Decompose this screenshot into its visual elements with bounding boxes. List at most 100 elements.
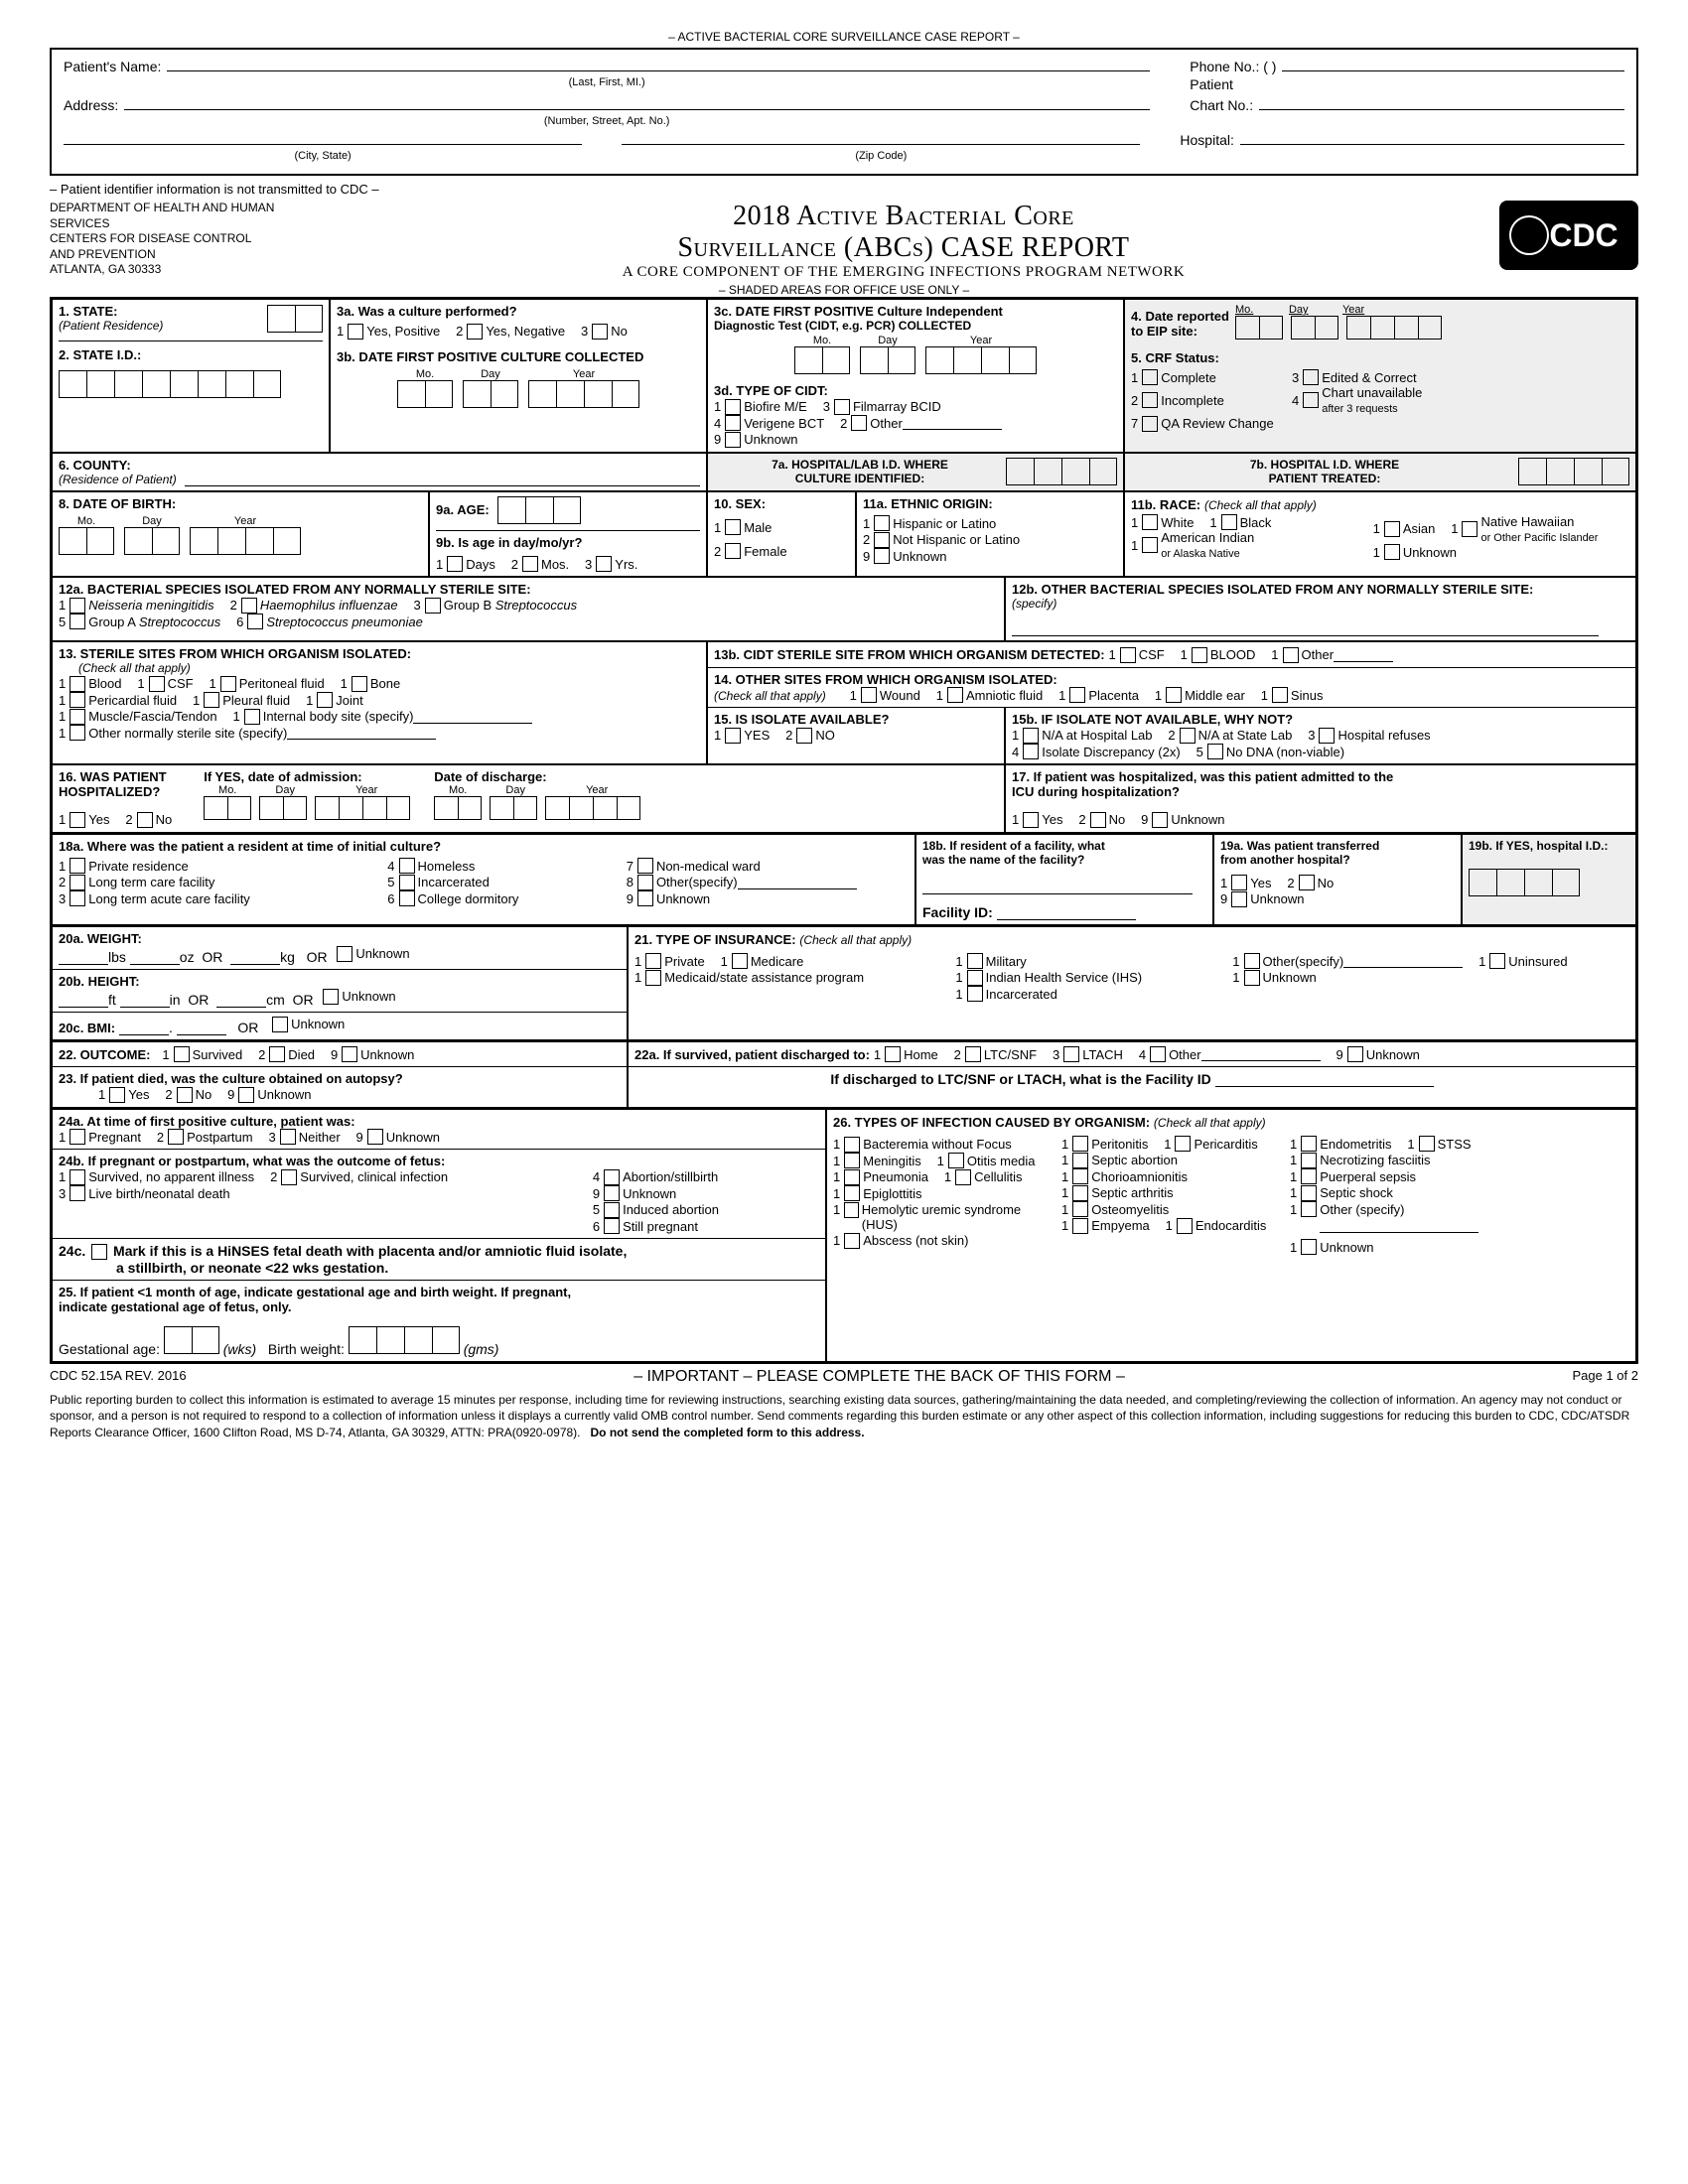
q3a-opt3[interactable]: 3No <box>581 324 628 340</box>
q7b-boxes[interactable] <box>1518 458 1629 485</box>
q13-o4[interactable]: 1Bone <box>341 676 401 692</box>
q26-i22[interactable]: 1Unknown <box>1290 1239 1373 1255</box>
q26-i13[interactable]: 1Osteomyelitis <box>1061 1201 1169 1217</box>
q26-i7[interactable]: 1Abscess (not skin) <box>833 1233 968 1249</box>
q16-adm-day[interactable] <box>259 796 307 820</box>
q16-o1[interactable]: 1Yes <box>59 812 109 828</box>
q19b-boxes[interactable] <box>1469 869 1580 896</box>
q3d-o1[interactable]: 1Biofire M/E <box>714 399 807 415</box>
q26-i5[interactable]: 1Epiglottitis <box>833 1185 921 1201</box>
q26-i2[interactable]: 1Otitis media <box>937 1153 1036 1168</box>
q22-o1[interactable]: 1Survived <box>162 1046 242 1062</box>
q10-o2[interactable]: 2Female <box>714 543 787 559</box>
q5-o1[interactable]: 1Complete <box>1131 369 1280 385</box>
q26-i10[interactable]: 1Septic abortion <box>1061 1153 1178 1168</box>
q17-o2[interactable]: 2No <box>1078 812 1125 828</box>
q3a-opt2[interactable]: 2Yes, Negative <box>456 324 565 340</box>
q3d-o9[interactable]: 9Unknown <box>714 432 797 448</box>
q26-i18[interactable]: 1Necrotizing fasciitis <box>1290 1153 1431 1168</box>
q22a-o3[interactable]: 3LTACH <box>1053 1046 1123 1062</box>
q26-i1[interactable]: 1Meningitis <box>833 1153 921 1168</box>
q24b-o1[interactable]: 1Survived, no apparent illness <box>59 1169 254 1185</box>
q3b-day[interactable] <box>463 380 518 408</box>
q25-bw-boxes[interactable] <box>349 1326 460 1354</box>
address-input[interactable] <box>124 94 1150 110</box>
q18a-o2[interactable]: 2Long term care facility <box>59 875 214 890</box>
q16-o2[interactable]: 2No <box>125 812 172 828</box>
q3d-o4[interactable]: 4Verigene BCT <box>714 415 824 431</box>
q5-o4[interactable]: 4Chart unavailableafter 3 requests <box>1292 385 1422 415</box>
q18a-o5[interactable]: 5Incarcerated <box>387 875 490 890</box>
q15-o2[interactable]: 2NO <box>785 728 835 744</box>
q21-o9[interactable]: 1Unknown <box>1232 970 1316 986</box>
q20b-cm[interactable] <box>216 994 266 1008</box>
q24b-o4[interactable]: 4Abortion/stillbirth <box>593 1169 718 1185</box>
q12a-o5[interactable]: 5Group A Streptococcus <box>59 614 220 629</box>
q24a-o3[interactable]: 3Neither <box>269 1129 341 1145</box>
q26-i17[interactable]: 1STSS <box>1407 1136 1471 1152</box>
q11b-o5[interactable]: 1Native Hawaiianor Other Pacific Islande… <box>1451 514 1598 544</box>
q8-year[interactable] <box>190 527 301 555</box>
q16-dis-day[interactable] <box>490 796 537 820</box>
q10-o1[interactable]: 1Male <box>714 519 772 535</box>
q24a-o2[interactable]: 2Postpartum <box>157 1129 253 1145</box>
q26-i21[interactable]: 1Other (specify) <box>1290 1201 1404 1217</box>
q26-i12[interactable]: 1Septic arthritis <box>1061 1185 1174 1201</box>
q21-o5[interactable]: 1Indian Health Service (IHS) <box>955 970 1142 986</box>
q24a-o9[interactable]: 9Unknown <box>356 1129 440 1145</box>
q26-i11[interactable]: 1Chorioamnionitis <box>1061 1168 1188 1184</box>
q22a-o9[interactable]: 9Unknown <box>1336 1046 1419 1062</box>
q24b-o6[interactable]: 6Still pregnant <box>593 1218 698 1234</box>
q24b-o2[interactable]: 2Survived, clinical infection <box>270 1169 448 1185</box>
q5-o3[interactable]: 3Edited & Correct <box>1292 369 1417 385</box>
q13-o9[interactable]: 1Internal body site (specify) <box>232 709 532 725</box>
q9a-boxes[interactable] <box>497 496 581 524</box>
q18b-name-input[interactable] <box>922 881 1193 894</box>
q22a-fid-input[interactable] <box>1215 1073 1434 1087</box>
q1-boxes[interactable] <box>267 305 323 333</box>
q26-i15[interactable]: 1Endocarditis <box>1166 1218 1267 1234</box>
q21-o1[interactable]: 1Private <box>634 953 705 969</box>
q12a-o2[interactable]: 2Haemophilus influenzae <box>230 598 398 614</box>
q24b-o5[interactable]: 5Induced abortion <box>593 1202 719 1218</box>
q18a-o6[interactable]: 6College dormitory <box>387 890 518 906</box>
q13-o10[interactable]: 1Other normally sterile site (specify) <box>59 725 436 741</box>
q14-o5[interactable]: 1Sinus <box>1261 687 1324 703</box>
q24b-o3[interactable]: 3Live birth/neonatal death <box>59 1185 230 1201</box>
q20a-unk[interactable]: Unknown <box>335 946 409 962</box>
q13b-o2[interactable]: 1BLOOD <box>1181 647 1256 663</box>
q22-o9[interactable]: 9Unknown <box>331 1046 414 1062</box>
q23-o9[interactable]: 9Unknown <box>227 1087 311 1103</box>
q20a-lbs[interactable] <box>59 951 108 965</box>
q11a-o1[interactable]: 1Hispanic or Latino <box>863 515 996 531</box>
q21-o7[interactable]: 1Other(specify) <box>1232 953 1463 969</box>
q15b-o4[interactable]: 4Isolate Discrepancy (2x) <box>1012 744 1181 759</box>
q16-dis-year[interactable] <box>545 796 640 820</box>
q15-o1[interactable]: 1YES <box>714 728 770 744</box>
q26-i0[interactable]: 1Bacteremia without Focus <box>833 1137 1012 1153</box>
q11b-o2[interactable]: 1Black <box>1209 514 1271 530</box>
q18a-o4[interactable]: 4Homeless <box>387 858 475 874</box>
q21-o8[interactable]: 1Uninsured <box>1478 953 1568 969</box>
q12a-o1[interactable]: 1Neisseria meningitidis <box>59 598 214 614</box>
q20b-in[interactable] <box>120 994 170 1008</box>
q8-mo[interactable] <box>59 527 114 555</box>
patient-name-input[interactable] <box>167 56 1150 71</box>
q14-o3[interactable]: 1Placenta <box>1058 687 1139 703</box>
q11b-o9[interactable]: 1Unknown <box>1373 544 1457 560</box>
q3d-o2[interactable]: 2Other <box>840 415 1002 431</box>
q16-dis-mo[interactable] <box>434 796 482 820</box>
q15b-o3[interactable]: 3Hospital refuses <box>1308 728 1430 744</box>
q26-i16[interactable]: 1Endometritis <box>1290 1136 1391 1152</box>
q3c-year[interactable] <box>925 346 1037 374</box>
q22a-o2[interactable]: 2LTC/SNF <box>954 1046 1037 1062</box>
q24c-box[interactable] <box>91 1244 107 1260</box>
q7a-boxes[interactable] <box>1006 458 1117 485</box>
q19a-o1[interactable]: 1Yes <box>1220 875 1271 890</box>
q9b-o2[interactable]: 2Mos. <box>511 556 569 572</box>
q20b-unk[interactable]: Unknown <box>321 989 395 1005</box>
q19a-o2[interactable]: 2No <box>1287 875 1334 890</box>
q14-o2[interactable]: 1Amniotic fluid <box>936 687 1044 703</box>
q26-i20[interactable]: 1Septic shock <box>1290 1185 1393 1201</box>
q4-mo[interactable] <box>1235 316 1283 340</box>
